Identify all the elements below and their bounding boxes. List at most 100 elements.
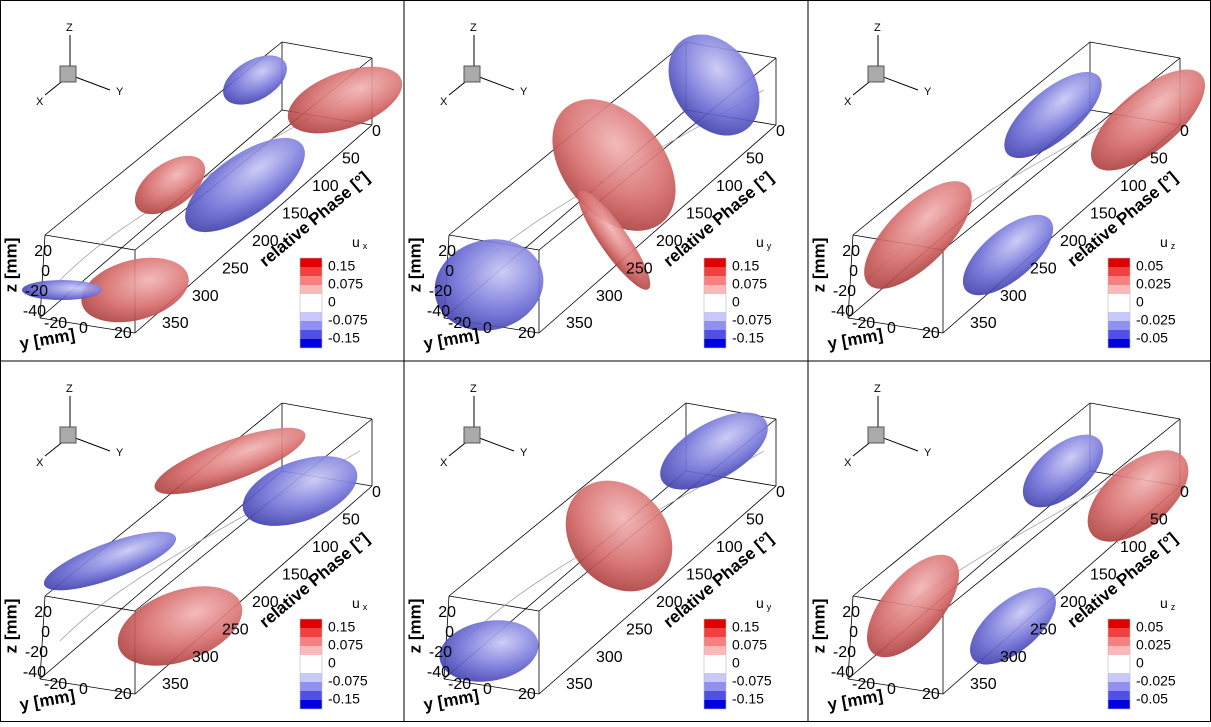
colorbar-band — [300, 267, 322, 276]
y-tick-label: -20 — [852, 676, 875, 693]
box-edge — [44, 234, 136, 251]
colorbar-band — [1108, 682, 1130, 691]
colorbar-band — [704, 339, 726, 348]
z-tick-label: 20 — [438, 604, 456, 621]
colorbar-band — [300, 691, 322, 700]
phase-tick-label: 50 — [1150, 151, 1168, 168]
legend-tick-label: 0.025 — [1136, 637, 1171, 653]
phase-tick-label: 300 — [1000, 649, 1027, 666]
isosurface — [970, 587, 1056, 665]
triad-x: X — [440, 457, 448, 469]
isosurface — [117, 586, 243, 666]
z-tick-label: 0 — [41, 263, 50, 280]
triad-z: Z — [470, 22, 477, 34]
triad-y: Y — [924, 86, 932, 98]
colorbar-band — [704, 682, 726, 691]
colorbar-frame — [1107, 257, 1131, 349]
colorbar-band — [1108, 691, 1130, 700]
phase-tick-label: 250 — [626, 260, 653, 277]
colorbar-band — [1108, 646, 1130, 655]
box-edge — [852, 402, 1091, 597]
phase-tick-label: 300 — [596, 288, 623, 305]
colorbar-band — [300, 628, 322, 637]
colorbar-band — [704, 646, 726, 655]
box-edge — [852, 41, 1091, 236]
legend-tick-label: -0.05 — [1136, 330, 1168, 346]
legend-tick-label: 0.075 — [328, 276, 363, 292]
box-edge — [538, 124, 777, 334]
colorbar-band — [1108, 267, 1130, 276]
colorbar-band — [704, 691, 726, 700]
y-tick-label: 0 — [483, 681, 492, 698]
triad-axis — [473, 74, 515, 91]
y-tick-label: 20 — [518, 325, 536, 342]
isosurface — [134, 155, 206, 215]
legend-title-u: u — [1160, 595, 1168, 611]
y-tick-label: -20 — [44, 676, 67, 693]
colorbar-band — [300, 303, 322, 312]
colorbar-band — [704, 312, 726, 321]
triad-axis — [69, 435, 111, 452]
legend-tick-label: -0.075 — [328, 312, 368, 328]
colorbar-band — [704, 700, 726, 709]
colorbar-band — [704, 619, 726, 628]
legend-tick-label: 0 — [328, 294, 336, 310]
z-tick-label: -20 — [429, 283, 452, 300]
phase-tick-label: 250 — [1030, 260, 1057, 277]
box-edge — [281, 41, 373, 59]
colorbar-band — [704, 673, 726, 682]
legend-title-u: u — [352, 595, 360, 611]
z-tick-label: -40 — [427, 303, 450, 320]
colorbar-band — [300, 258, 322, 267]
colorbar-frame — [299, 257, 323, 349]
legend-tick-label: -0.075 — [732, 312, 772, 328]
box-edge — [443, 678, 540, 695]
z-axis-label: z [mm] — [1, 599, 20, 654]
z-axis-label: z [mm] — [405, 599, 424, 654]
legend-title-sub: y — [767, 241, 772, 251]
isosurface — [43, 531, 177, 591]
legend-tick-label: -0.05 — [1136, 691, 1168, 707]
colorbar-band — [704, 637, 726, 646]
legend-tick-label: 0 — [328, 655, 336, 671]
phase-tick-label: 100 — [1120, 178, 1147, 195]
colorbar-band — [300, 285, 322, 294]
colorbar-band — [300, 664, 322, 673]
colorbar-band — [1108, 664, 1130, 673]
phase-tick-label: 350 — [162, 676, 189, 693]
z-tick-label: -20 — [833, 644, 856, 661]
isosurface — [864, 181, 972, 289]
phase-tick-label: 100 — [312, 178, 339, 195]
phase-tick-label: 100 — [1120, 539, 1147, 556]
legend-title-sub: y — [767, 602, 772, 612]
colorbar-frame — [703, 257, 727, 349]
triad-axis — [877, 74, 919, 91]
triad-x: X — [844, 96, 852, 108]
phase-tick-label: 300 — [1000, 288, 1027, 305]
colorbar-band — [704, 628, 726, 637]
isosurface — [185, 137, 305, 233]
box-edge — [448, 402, 687, 597]
legend-tick-label: 0.15 — [328, 619, 355, 635]
legend-title-sub: x — [363, 241, 368, 251]
z-tick-label: 20 — [842, 243, 860, 260]
colorbar-band — [704, 655, 726, 664]
box-edge — [39, 470, 283, 680]
triad-cube — [463, 426, 481, 444]
y-tick-label: 20 — [922, 325, 940, 342]
colorbar-band — [1108, 637, 1130, 646]
z-tick-label: 20 — [34, 243, 52, 260]
isosurface — [866, 554, 960, 658]
z-axis-label: z [mm] — [405, 238, 424, 293]
z-tick-label: -20 — [25, 283, 48, 300]
colorbar-band — [704, 285, 726, 294]
y-tick-label: 20 — [518, 686, 536, 703]
colorbar-band — [704, 276, 726, 285]
phase-tick-label: 100 — [716, 178, 743, 195]
